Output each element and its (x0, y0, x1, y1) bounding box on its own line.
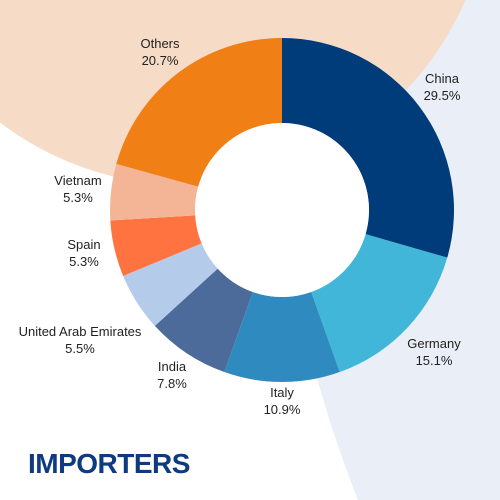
chart-title: IMPORTERS (28, 448, 190, 479)
slice-vietnam (110, 163, 199, 221)
donut-slices (110, 38, 454, 382)
slice-value-germany: 15.1% (416, 353, 453, 368)
slice-label-china: China (425, 71, 460, 86)
slice-value-china: 29.5% (424, 88, 461, 103)
slice-china (282, 38, 454, 258)
slice-label-italy: Italy (270, 385, 294, 400)
slice-label-others: Others (140, 36, 180, 51)
slice-italy (224, 291, 340, 382)
slice-label-india: India (158, 359, 187, 374)
slice-labels: China 29.5% Germany 15.1% Italy 10.9% India 7.8… (19, 36, 462, 417)
slice-spain (110, 215, 202, 277)
slice-germany (311, 234, 448, 373)
slice-label-united-arab-emirates: United Arab Emirates (19, 324, 142, 339)
slice-label-germany: Germany (407, 336, 461, 351)
slice-label-vietnam: Vietnam (54, 173, 101, 188)
slice-value-spain: 5.3% (69, 254, 99, 269)
slice-value-italy: 10.9% (264, 402, 301, 417)
slice-united-arab-emirates (123, 243, 218, 326)
slice-india (154, 268, 253, 373)
slice-others (116, 38, 282, 187)
donut-hole (195, 123, 369, 297)
slice-value-vietnam: 5.3% (63, 190, 93, 205)
slice-label-spain: Spain (67, 237, 100, 252)
slice-value-united-arab-emirates: 5.5% (65, 341, 95, 356)
slice-value-india: 7.8% (157, 376, 187, 391)
slice-value-others: 20.7% (142, 53, 179, 68)
